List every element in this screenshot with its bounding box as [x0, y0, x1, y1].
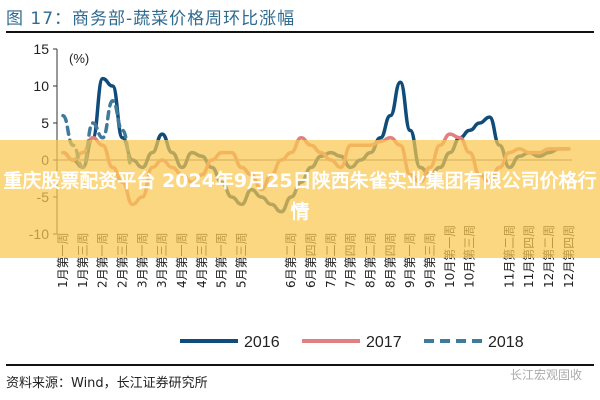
- y-axis-label: (%): [69, 51, 89, 66]
- legend-label-2017: 2017: [366, 334, 402, 351]
- y-tick-label: 5: [41, 115, 49, 131]
- bottom-rule: [6, 364, 594, 366]
- source-note: 资料来源：Wind，长江证券研究所: [6, 376, 208, 391]
- top-rule: [6, 31, 594, 33]
- overlay-text: 重庆股票配资平台 2024年9月25日陕西朱雀实业集团有限公司价格行情: [3, 170, 597, 223]
- y-tick-label: 15: [33, 41, 49, 57]
- legend-label-2018: 2018: [488, 334, 524, 351]
- figure-title: 图 17：商务部-蔬菜价格周环比涨幅: [6, 9, 296, 29]
- overlay-banner: [0, 140, 600, 258]
- y-tick-label: 10: [33, 78, 49, 94]
- watermark-logo: 长江宏观固收: [509, 368, 582, 382]
- legend-label-2016: 2016: [244, 334, 280, 351]
